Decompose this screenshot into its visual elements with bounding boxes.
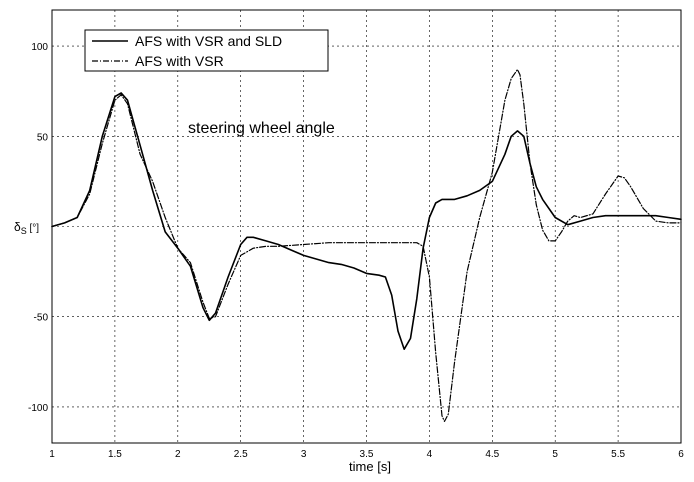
- legend-label-series-1: AFS with VSR and SLD: [135, 33, 282, 49]
- y-tick-label: -100: [28, 403, 48, 414]
- y-axis-label: δS [°]: [14, 220, 39, 236]
- y-axis-label-unit: [°]: [27, 223, 40, 234]
- annotation-steering-wheel-angle: steering wheel angle: [188, 120, 335, 137]
- x-tick-label: 4.5: [485, 449, 499, 460]
- y-tick-label: -50: [34, 313, 49, 324]
- x-tick-label: 1: [49, 449, 55, 460]
- legend-label-series-2: AFS with VSR: [135, 53, 224, 69]
- series-line-2: [51, 68, 682, 422]
- x-tick-label: 6: [678, 449, 684, 460]
- x-tick-label: 3: [301, 449, 307, 460]
- x-tick-label: 1.5: [108, 449, 122, 460]
- ticks: 1 1.5 2 2.5 3 3.5 4 4.5 5 5.5 6 -100 -50 50 100: [28, 42, 684, 460]
- x-tick-label: 2: [175, 449, 181, 460]
- y-axis-label-symbol: δ: [14, 220, 21, 234]
- x-axis-label: time [s]: [349, 459, 391, 474]
- x-tick-label: 3.5: [360, 449, 374, 460]
- series-group: [51, 68, 682, 422]
- y-tick-label: 100: [31, 42, 48, 53]
- grid: [52, 10, 681, 443]
- y-tick-label: 50: [37, 132, 49, 143]
- legend: AFS with VSR and SLD AFS with VSR: [84, 29, 329, 72]
- x-tick-label: 5.5: [611, 449, 625, 460]
- plot-frame: [51, 9, 682, 444]
- legend-box: [84, 29, 329, 72]
- x-tick-label: 5: [552, 449, 558, 460]
- series-line-1: [51, 92, 682, 350]
- x-tick-label: 2.5: [234, 449, 248, 460]
- y-axis-label-subscript: S: [21, 226, 27, 236]
- x-tick-label: 4: [427, 449, 433, 460]
